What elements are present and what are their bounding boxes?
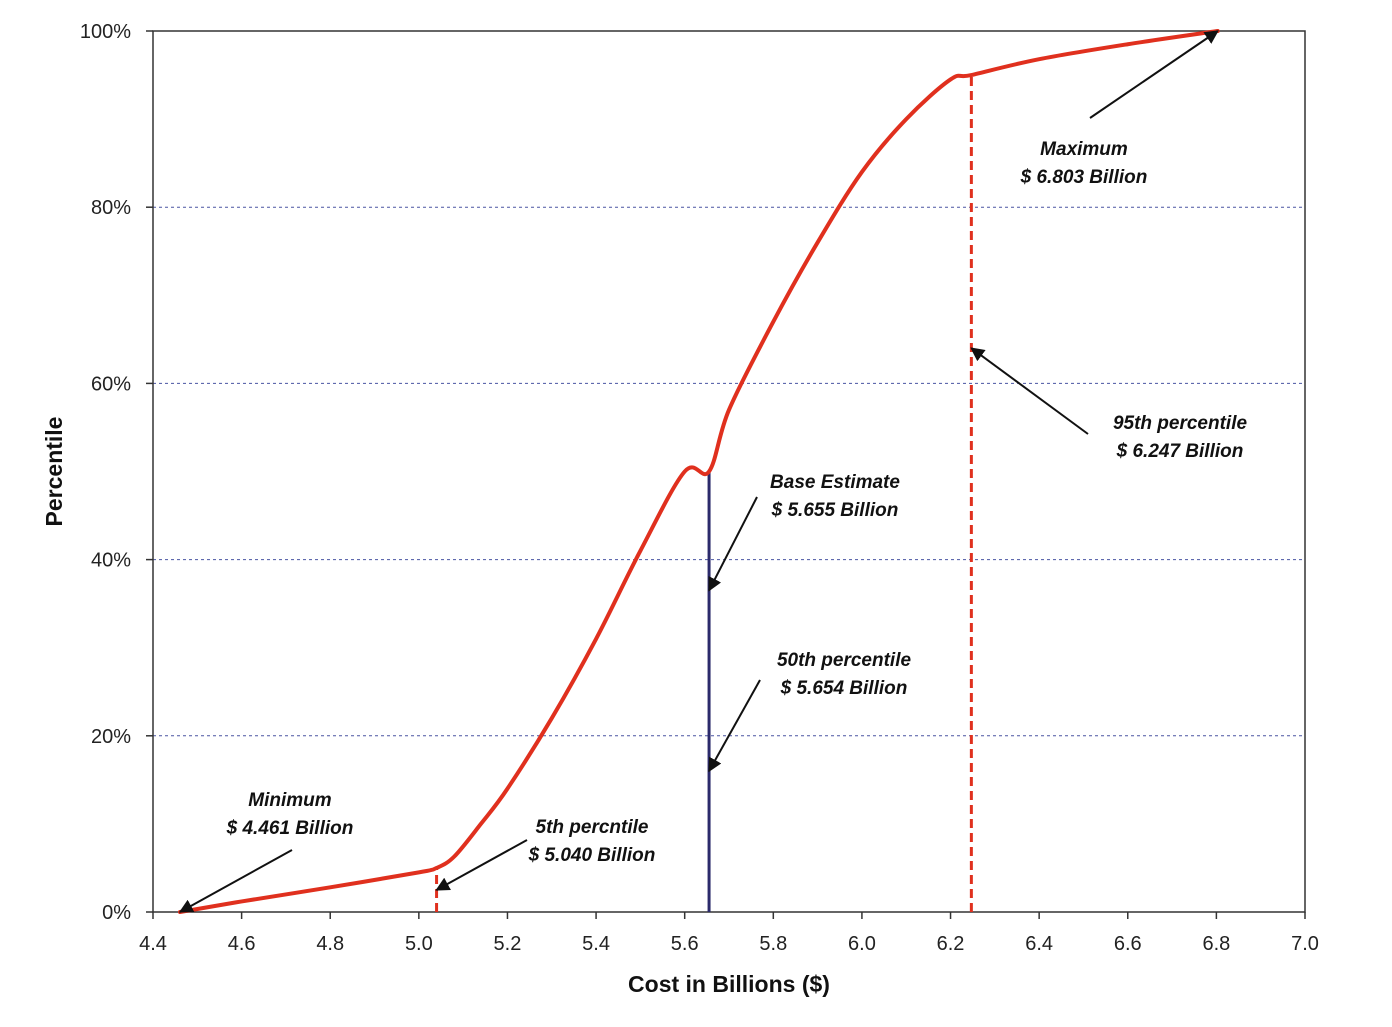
annotation-value: $ 6.247 Billion: [1116, 441, 1244, 462]
x-tick-label: 5.6: [671, 933, 699, 955]
annotation-p5: 5th percntile $ 5.040 Billion: [435, 817, 656, 891]
annotation-base: Base Estimate $ 5.655 Billion: [708, 472, 900, 592]
cumulative-curve: [178, 29, 1220, 914]
annotation-p50: 50th percentile $ 5.654 Billion: [708, 650, 912, 773]
x-tick-label: 5.4: [582, 933, 610, 955]
annotation-value: $ 5.040 Billion: [528, 845, 656, 866]
x-axis-title: Cost in Billions ($): [628, 971, 830, 997]
y-tick-label: 20%: [91, 726, 131, 748]
y-tick-label: 60%: [91, 373, 131, 395]
annotation-layer: Minimum $ 4.461 Billion 5th percntile $ 5.0…: [178, 30, 1248, 913]
y-tick-label: 100%: [80, 21, 131, 43]
annotation-arrow: [970, 347, 1089, 435]
annotation-maximum: Maximum $ 6.803 Billion: [1020, 30, 1219, 188]
annotation-label: 95th percentile: [1113, 413, 1248, 434]
x-tick-label: 5.0: [405, 933, 433, 955]
annotation-label: Base Estimate: [770, 472, 900, 493]
x-tick-label: 6.2: [937, 933, 965, 955]
x-tick-label: 5.2: [494, 933, 522, 955]
plot-area-border: [152, 30, 1306, 913]
x-tick-label: 6.8: [1202, 933, 1230, 955]
annotation-value: $ 5.654 Billion: [780, 678, 908, 699]
annotation-label: Maximum: [1040, 139, 1128, 160]
grid-layer: [153, 206, 1305, 737]
y-tick-label: 40%: [91, 550, 131, 572]
y-axis-title: Percentile: [41, 417, 67, 527]
x-tick-label: 4.4: [139, 933, 167, 955]
y-tick-label: 80%: [91, 197, 131, 219]
annotation-label: Minimum: [248, 790, 331, 811]
annotation-minimum: Minimum $ 4.461 Billion: [178, 790, 354, 913]
x-tick-label: 4.8: [316, 933, 344, 955]
annotation-arrow: [708, 679, 761, 773]
y-tick-label: 0%: [102, 902, 131, 924]
annotation-arrow: [178, 849, 293, 913]
annotation-value: $ 4.461 Billion: [226, 818, 354, 839]
axis-layer: 0% 20% 40% 60% 80% 100% 4.4 4.6 4.8 5.0 5.2 5.4 5.6 5…: [80, 21, 1319, 955]
x-tick-label: 7.0: [1291, 933, 1319, 955]
marker-layer: [435, 75, 973, 912]
x-tick-label: 6.0: [848, 933, 876, 955]
annotation-value: $ 6.803 Billion: [1020, 167, 1148, 188]
annotation-arrow: [708, 496, 758, 592]
annotation-arrow: [435, 839, 528, 891]
annotation-value: $ 5.655 Billion: [771, 500, 899, 521]
annotation-label: 5th percntile: [536, 817, 649, 838]
x-tick-label: 4.6: [228, 933, 256, 955]
annotation-arrow: [1089, 30, 1219, 119]
x-tick-label: 6.4: [1025, 933, 1053, 955]
annotation-label: 50th percentile: [777, 650, 912, 671]
x-tick-label: 5.8: [759, 933, 787, 955]
x-tick-label: 6.6: [1114, 933, 1142, 955]
annotation-p95: 95th percentile $ 6.247 Billion: [970, 347, 1248, 462]
